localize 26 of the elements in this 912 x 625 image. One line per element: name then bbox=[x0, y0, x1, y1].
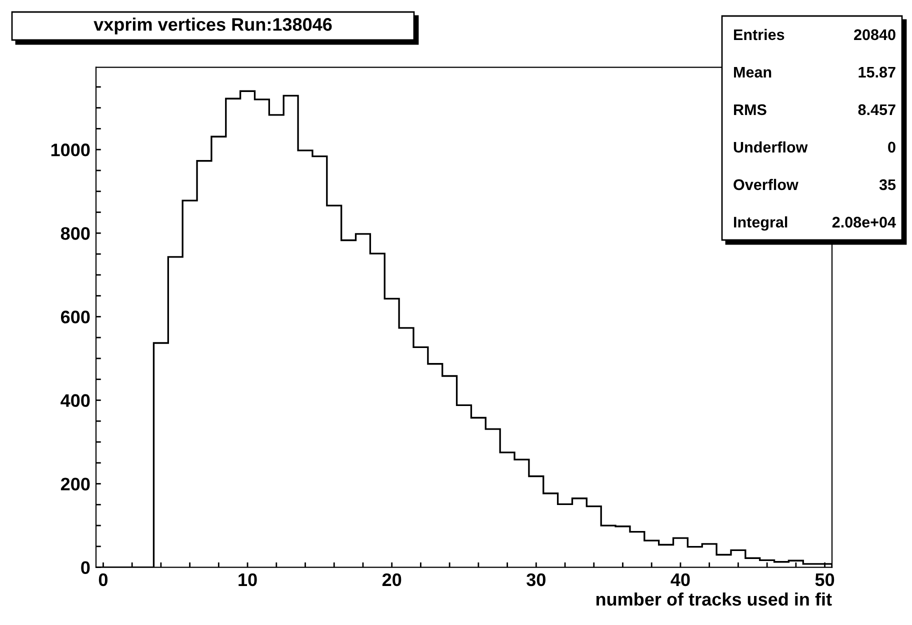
text: 20840 bbox=[854, 29, 896, 40]
y-tick-label: 600 bbox=[60, 310, 90, 324]
annotation: Integral bbox=[734, 216, 788, 231]
chart-title: vxprim vertices Run:138046 bbox=[94, 18, 332, 34]
text: 2.08e+04 bbox=[832, 216, 896, 228]
y-tick-label: 200 bbox=[60, 478, 90, 490]
y-tick-label: 800 bbox=[60, 227, 90, 240]
x-tick-label: 40 bbox=[670, 573, 690, 586]
text: 8.457 bbox=[858, 104, 896, 116]
annotation: Mean bbox=[734, 66, 772, 78]
x-tick-label: 10 bbox=[238, 573, 257, 586]
annotation: RMS bbox=[734, 104, 766, 116]
x-tick-label: 50 bbox=[815, 573, 834, 586]
x-tick-label: 30 bbox=[526, 573, 546, 586]
text: 0 bbox=[888, 142, 896, 153]
x-tick-label: 0 bbox=[98, 573, 108, 586]
text: 15.87 bbox=[858, 66, 896, 78]
x-axis-title: number of tracks used in fit bbox=[596, 592, 832, 606]
y-tick-label: 400 bbox=[60, 394, 90, 407]
annotation: Underflow bbox=[734, 141, 808, 153]
annotation: Overflow bbox=[734, 178, 798, 190]
text: Entries bbox=[734, 28, 784, 40]
x-tick-label: 20 bbox=[382, 573, 402, 586]
text: 35 bbox=[879, 179, 896, 190]
y-tick-label: 0 bbox=[81, 561, 90, 574]
y-tick-label: 1000 bbox=[51, 144, 90, 156]
